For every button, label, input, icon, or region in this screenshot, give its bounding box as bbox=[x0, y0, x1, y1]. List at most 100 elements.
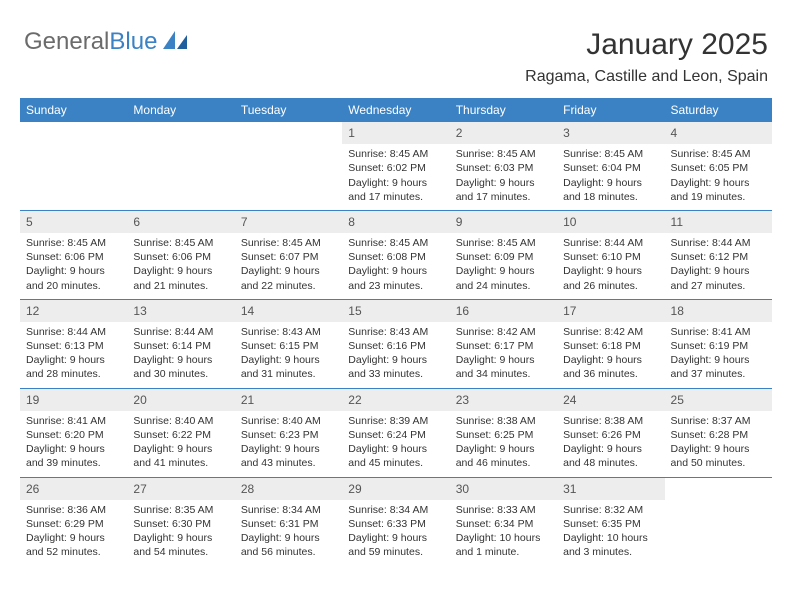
day-number: 10 bbox=[557, 211, 664, 233]
calendar-body: 1Sunrise: 8:45 AMSunset: 6:02 PMDaylight… bbox=[20, 122, 772, 565]
day-number: 1 bbox=[342, 122, 449, 144]
calendar-cell: 24Sunrise: 8:38 AMSunset: 6:26 PMDayligh… bbox=[557, 388, 664, 477]
daylight-line: Daylight: 9 hours and 33 minutes. bbox=[348, 354, 427, 380]
day-number: 24 bbox=[557, 389, 664, 411]
calendar-week-row: 26Sunrise: 8:36 AMSunset: 6:29 PMDayligh… bbox=[20, 477, 772, 565]
calendar-table: SundayMondayTuesdayWednesdayThursdayFrid… bbox=[20, 98, 772, 565]
calendar-cell: 12Sunrise: 8:44 AMSunset: 6:13 PMDayligh… bbox=[20, 299, 127, 388]
sunrise-line: Sunrise: 8:44 AM bbox=[671, 237, 751, 249]
calendar-cell: 6Sunrise: 8:45 AMSunset: 6:06 PMDaylight… bbox=[127, 210, 234, 299]
calendar-cell: 25Sunrise: 8:37 AMSunset: 6:28 PMDayligh… bbox=[665, 388, 772, 477]
daylight-line: Daylight: 9 hours and 37 minutes. bbox=[671, 354, 750, 380]
day-number: 22 bbox=[342, 389, 449, 411]
calendar-cell bbox=[665, 477, 772, 565]
sunset-line: Sunset: 6:34 PM bbox=[456, 518, 534, 530]
day-details: Sunrise: 8:44 AMSunset: 6:14 PMDaylight:… bbox=[127, 322, 234, 388]
sunset-line: Sunset: 6:23 PM bbox=[241, 429, 319, 441]
sunset-line: Sunset: 6:28 PM bbox=[671, 429, 749, 441]
logo-sail-icon bbox=[161, 29, 189, 56]
calendar-cell: 29Sunrise: 8:34 AMSunset: 6:33 PMDayligh… bbox=[342, 477, 449, 565]
empty-day-header bbox=[235, 122, 342, 144]
sunset-line: Sunset: 6:16 PM bbox=[348, 340, 426, 352]
sunset-line: Sunset: 6:22 PM bbox=[133, 429, 211, 441]
sunset-line: Sunset: 6:06 PM bbox=[133, 251, 211, 263]
sunrise-line: Sunrise: 8:45 AM bbox=[26, 237, 106, 249]
day-number: 3 bbox=[557, 122, 664, 144]
calendar-cell: 20Sunrise: 8:40 AMSunset: 6:22 PMDayligh… bbox=[127, 388, 234, 477]
day-number: 9 bbox=[450, 211, 557, 233]
day-number: 23 bbox=[450, 389, 557, 411]
calendar-cell: 15Sunrise: 8:43 AMSunset: 6:16 PMDayligh… bbox=[342, 299, 449, 388]
calendar-cell: 16Sunrise: 8:42 AMSunset: 6:17 PMDayligh… bbox=[450, 299, 557, 388]
sunset-line: Sunset: 6:12 PM bbox=[671, 251, 749, 263]
sunrise-line: Sunrise: 8:38 AM bbox=[563, 415, 643, 427]
day-number: 14 bbox=[235, 300, 342, 322]
day-details: Sunrise: 8:45 AMSunset: 6:02 PMDaylight:… bbox=[342, 144, 449, 210]
sunrise-line: Sunrise: 8:45 AM bbox=[456, 148, 536, 160]
day-details: Sunrise: 8:45 AMSunset: 6:04 PMDaylight:… bbox=[557, 144, 664, 210]
sunrise-line: Sunrise: 8:38 AM bbox=[456, 415, 536, 427]
calendar-header-sunday: Sunday bbox=[20, 98, 127, 122]
sunset-line: Sunset: 6:09 PM bbox=[456, 251, 534, 263]
sunrise-line: Sunrise: 8:44 AM bbox=[133, 326, 213, 338]
sunset-line: Sunset: 6:05 PM bbox=[671, 162, 749, 174]
calendar-header-wednesday: Wednesday bbox=[342, 98, 449, 122]
day-details: Sunrise: 8:38 AMSunset: 6:26 PMDaylight:… bbox=[557, 411, 664, 477]
day-number: 2 bbox=[450, 122, 557, 144]
sunset-line: Sunset: 6:10 PM bbox=[563, 251, 641, 263]
day-number: 12 bbox=[20, 300, 127, 322]
sunrise-line: Sunrise: 8:43 AM bbox=[348, 326, 428, 338]
daylight-line: Daylight: 9 hours and 20 minutes. bbox=[26, 265, 105, 291]
daylight-line: Daylight: 9 hours and 48 minutes. bbox=[563, 443, 642, 469]
sunrise-line: Sunrise: 8:45 AM bbox=[348, 237, 428, 249]
day-details: Sunrise: 8:35 AMSunset: 6:30 PMDaylight:… bbox=[127, 500, 234, 566]
day-details: Sunrise: 8:45 AM Sunset: 6:05 PM Daylight:… bbox=[665, 144, 772, 210]
sunrise-line: Sunrise: 8:45 AM bbox=[671, 148, 751, 160]
calendar-header-friday: Friday bbox=[557, 98, 664, 122]
daylight-line: Daylight: 9 hours and 23 minutes. bbox=[348, 265, 427, 291]
sunset-line: Sunset: 6:13 PM bbox=[26, 340, 104, 352]
sunrise-line: Sunrise: 8:41 AM bbox=[26, 415, 106, 427]
sunset-line: Sunset: 6:30 PM bbox=[133, 518, 211, 530]
sunset-line: Sunset: 6:08 PM bbox=[348, 251, 426, 263]
sunset-line: Sunset: 6:25 PM bbox=[456, 429, 534, 441]
day-details: Sunrise: 8:45 AMSunset: 6:03 PMDaylight:… bbox=[450, 144, 557, 210]
day-number: 7 bbox=[235, 211, 342, 233]
sunrise-line: Sunrise: 8:44 AM bbox=[563, 237, 643, 249]
daylight-line: Daylight: 9 hours and 34 minutes. bbox=[456, 354, 535, 380]
day-details: Sunrise: 8:45 AM Sunset: 6:08 PM Daylight:… bbox=[342, 233, 449, 299]
calendar-cell: 21Sunrise: 8:40 AMSunset: 6:23 PMDayligh… bbox=[235, 388, 342, 477]
logo: GeneralBlue bbox=[24, 28, 189, 56]
day-details: Sunrise: 8:34 AMSunset: 6:31 PMDaylight:… bbox=[235, 500, 342, 566]
day-details: Sunrise: 8:44 AMSunset: 6:12 PMDaylight:… bbox=[665, 233, 772, 299]
day-number: 8 bbox=[342, 211, 449, 233]
sunset-line: Sunset: 6:17 PM bbox=[456, 340, 534, 352]
calendar-header-thursday: Thursday bbox=[450, 98, 557, 122]
daylight-line: Daylight: 9 hours and 50 minutes. bbox=[671, 443, 750, 469]
sunrise-line: Sunrise: 8:40 AM bbox=[241, 415, 321, 427]
daylight-line: Daylight: 9 hours and 31 minutes. bbox=[241, 354, 320, 380]
calendar-cell: 1Sunrise: 8:45 AMSunset: 6:02 PMDaylight… bbox=[342, 122, 449, 210]
calendar-cell: 2Sunrise: 8:45 AMSunset: 6:03 PMDaylight… bbox=[450, 122, 557, 210]
logo-text-general: General bbox=[24, 28, 109, 56]
sunset-line: Sunset: 6:35 PM bbox=[563, 518, 641, 530]
sunrise-line: Sunrise: 8:34 AM bbox=[348, 504, 428, 516]
day-details: Sunrise: 8:44 AMSunset: 6:10 PMDaylight:… bbox=[557, 233, 664, 299]
day-number: 26 bbox=[20, 478, 127, 500]
daylight-line: Daylight: 9 hours and 45 minutes. bbox=[348, 443, 427, 469]
day-details: Sunrise: 8:37 AMSunset: 6:28 PMDaylight:… bbox=[665, 411, 772, 477]
daylight-line: Daylight: 9 hours and 18 minutes. bbox=[563, 177, 642, 203]
day-details: Sunrise: 8:33 AMSunset: 6:34 PMDaylight:… bbox=[450, 500, 557, 566]
daylight-line: Daylight: 9 hours and 59 minutes. bbox=[348, 532, 427, 558]
sunset-line: Sunset: 6:15 PM bbox=[241, 340, 319, 352]
daylight-line: Daylight: 9 hours and 56 minutes. bbox=[241, 532, 320, 558]
day-number: 19 bbox=[20, 389, 127, 411]
empty-day-header bbox=[127, 122, 234, 144]
calendar-cell: 3Sunrise: 8:45 AMSunset: 6:04 PMDaylight… bbox=[557, 122, 664, 210]
day-number: 27 bbox=[127, 478, 234, 500]
sunrise-line: Sunrise: 8:43 AM bbox=[241, 326, 321, 338]
day-number: 18 bbox=[665, 300, 772, 322]
day-details: Sunrise: 8:39 AMSunset: 6:24 PMDaylight:… bbox=[342, 411, 449, 477]
calendar-cell: 13Sunrise: 8:44 AMSunset: 6:14 PMDayligh… bbox=[127, 299, 234, 388]
daylight-line: Daylight: 9 hours and 19 minutes. bbox=[671, 177, 750, 203]
